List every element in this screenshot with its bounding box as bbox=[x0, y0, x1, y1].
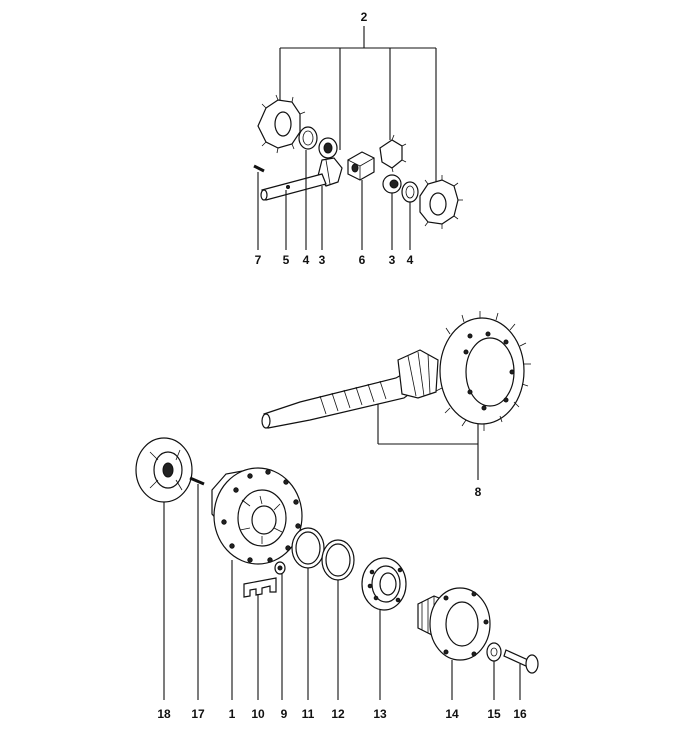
callout-7: 7 bbox=[255, 253, 262, 267]
callout-18: 18 bbox=[157, 707, 171, 721]
leader-lines-part-8 bbox=[377, 404, 479, 480]
callout-2: 2 bbox=[361, 10, 368, 24]
small-bolt bbox=[274, 561, 286, 575]
pinion-shaft-long bbox=[261, 349, 439, 429]
callout-6: 6 bbox=[359, 253, 366, 267]
callout-8: 8 bbox=[475, 485, 482, 499]
callout-1: 1 bbox=[229, 707, 236, 721]
callout-3-right: 3 bbox=[389, 253, 396, 267]
callout-13: 13 bbox=[373, 707, 387, 721]
callout-14: 14 bbox=[445, 707, 459, 721]
side-gear-right bbox=[419, 175, 463, 229]
callout-10: 10 bbox=[251, 707, 265, 721]
leader-lines-bottom bbox=[163, 484, 521, 700]
differential-housing bbox=[211, 467, 303, 565]
tapered-bearing bbox=[361, 557, 407, 611]
ring-gear bbox=[435, 311, 531, 431]
thrust-washer-right bbox=[401, 181, 419, 203]
callout-4-left: 4 bbox=[303, 253, 310, 267]
callout-12: 12 bbox=[331, 707, 345, 721]
lock-pin bbox=[253, 164, 265, 173]
pinion-gear-right bbox=[382, 174, 402, 194]
leader-lines-part-2 bbox=[279, 26, 437, 185]
callout-17: 17 bbox=[191, 707, 205, 721]
callout-5: 5 bbox=[283, 253, 290, 267]
thrust-washer-left bbox=[298, 126, 318, 150]
callout-11: 11 bbox=[302, 707, 315, 721]
bolt bbox=[503, 649, 539, 674]
callout-9: 9 bbox=[281, 707, 288, 721]
callout-3-left: 3 bbox=[319, 253, 326, 267]
side-gear-left bbox=[257, 94, 306, 154]
callout-15: 15 bbox=[487, 707, 501, 721]
shim-ring-11 bbox=[291, 527, 325, 569]
lock-plate bbox=[243, 577, 277, 598]
pinion-shaft bbox=[260, 173, 327, 201]
side-flange bbox=[135, 437, 193, 503]
callout-16: 16 bbox=[513, 707, 527, 721]
leader-lines-top bbox=[257, 150, 411, 250]
washer bbox=[486, 642, 502, 662]
dowel-pin bbox=[189, 476, 205, 486]
callout-4-right: 4 bbox=[407, 253, 414, 267]
side-cover bbox=[417, 587, 491, 661]
thrust-block bbox=[347, 151, 375, 181]
pinion-gear-right-upper bbox=[379, 134, 407, 173]
shim-ring-12 bbox=[321, 539, 355, 581]
